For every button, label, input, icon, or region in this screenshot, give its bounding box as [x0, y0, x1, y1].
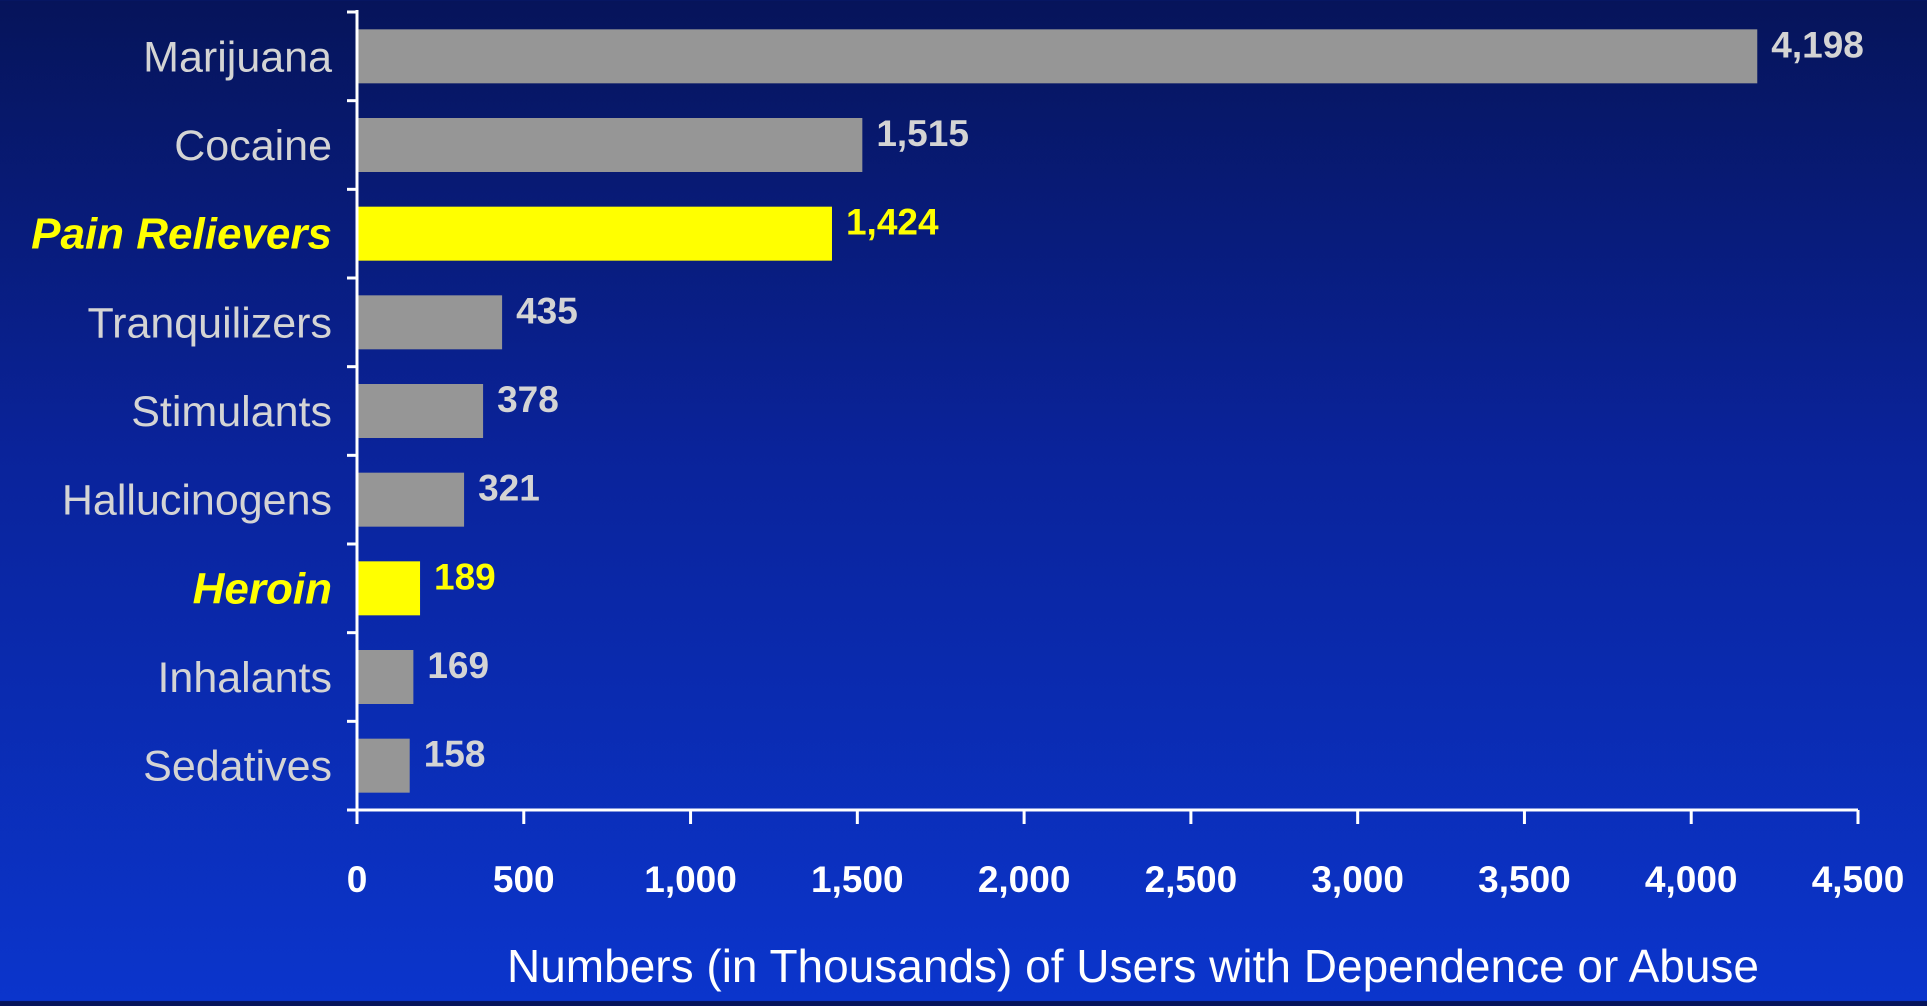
x-tick-label-3-500: 3,500: [1478, 859, 1571, 900]
x-tick-label-1-500: 1,500: [811, 859, 904, 900]
category-labels: Marijuana Cocaine Pain Relievers Tranquiliz…: [31, 33, 332, 790]
x-tick-label-2-000: 2,000: [978, 859, 1071, 900]
bar-stimulants: [357, 384, 484, 438]
bar-sedatives: [357, 738, 410, 793]
category-label-sedatives: Sedatives: [143, 743, 332, 791]
x-tick-label-500: 500: [493, 859, 555, 900]
category-label-inhalants: Inhalants: [157, 654, 332, 702]
value-label-marijuana: 4,198: [1771, 24, 1864, 65]
x-tick-labels: 0 500 1,000 1,500 2,000 2,500 3,000 3,500 4,000 4…: [347, 859, 1905, 900]
value-label-tranquilizers: 435: [516, 290, 578, 331]
x-tick-label-4-500: 4,500: [1812, 859, 1905, 900]
value-label-pain-relievers: 1,424: [846, 202, 939, 243]
bar-cocaine: [357, 118, 863, 172]
x-tick-label-4-000: 4,000: [1645, 859, 1738, 900]
bar-marijuana: [357, 29, 1758, 84]
axes: [347, 10, 1860, 824]
x-tick-label-0: 0: [347, 859, 368, 900]
bar-tranquilizers: [357, 295, 503, 350]
category-label-stimulants: Stimulants: [131, 388, 332, 436]
category-label-pain-relievers: Pain Relievers: [31, 210, 332, 259]
value-label-hallucinogens: 321: [478, 468, 540, 509]
category-label-heroin: Heroin: [193, 564, 332, 613]
value-labels: 4,198 1,515 1,424 435 378 321 189 169 158: [424, 24, 1864, 774]
bar-pain-relievers: [357, 206, 832, 261]
category-label-hallucinogens: Hallucinogens: [62, 477, 332, 525]
bars: [357, 29, 1758, 793]
category-label-cocaine: Cocaine: [174, 122, 332, 170]
value-label-sedatives: 158: [424, 734, 486, 775]
x-tick-label-2-500: 2,500: [1145, 859, 1238, 900]
bar-hallucinogens: [357, 472, 465, 527]
category-label-tranquilizers: Tranquilizers: [87, 299, 332, 347]
bar-heroin: [357, 561, 421, 616]
x-tick-label-3-000: 3,000: [1311, 859, 1404, 900]
value-label-heroin: 189: [434, 556, 496, 597]
value-label-inhalants: 169: [427, 645, 489, 686]
x-axis-title: Numbers (in Thousands) of Users with Dep…: [507, 940, 1759, 992]
x-tick-label-1-000: 1,000: [644, 859, 737, 900]
value-label-cocaine: 1,515: [876, 113, 969, 154]
bar-inhalants: [357, 650, 414, 704]
value-label-stimulants: 378: [497, 379, 559, 420]
category-label-marijuana: Marijuana: [143, 33, 332, 81]
